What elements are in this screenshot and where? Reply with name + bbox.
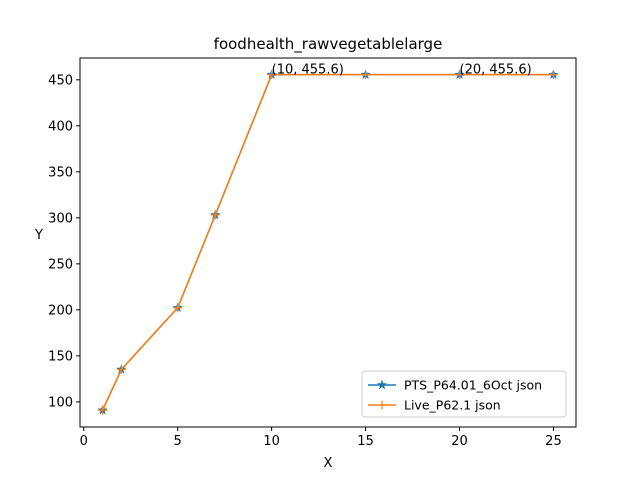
- chart-title: foodhealth_rawvegetablelarge: [214, 35, 443, 54]
- data-point: [361, 70, 370, 79]
- annotation-label: (20, 455.6): [460, 63, 532, 78]
- series-1: [98, 70, 558, 414]
- y-tick-label: 450: [48, 73, 73, 88]
- x-tick-label: 25: [545, 434, 562, 449]
- legend: PTS_P64.01_6Oct json Live_P62.1 json: [362, 371, 566, 417]
- y-tick-label: 300: [48, 211, 73, 226]
- x-axis-label: X: [324, 456, 333, 471]
- data-point: [98, 406, 107, 415]
- legend-label: PTS_P64.01_6Oct json: [404, 378, 542, 393]
- x-tick-label: 10: [263, 434, 280, 449]
- x-tick-label: 0: [80, 434, 88, 449]
- y-tick-label: 150: [48, 349, 73, 364]
- x-tick-label: 5: [174, 434, 182, 449]
- x-axis: 0 5 10 15 20 25: [80, 427, 562, 449]
- legend-label: Live_P62.1 json: [404, 398, 501, 413]
- x-tick-label: 15: [357, 434, 374, 449]
- y-axis-label: Y: [34, 228, 43, 243]
- y-tick-label: 250: [48, 257, 73, 272]
- series-line: [103, 75, 554, 411]
- y-axis: 100 150 200 250 300 350 400 450: [48, 73, 80, 410]
- y-tick-label: 100: [48, 395, 73, 410]
- y-tick-label: 200: [48, 303, 73, 318]
- x-tick-label: 20: [451, 434, 468, 449]
- y-tick-label: 350: [48, 165, 73, 180]
- annotation-label: (10, 455.6): [272, 63, 344, 78]
- data-point: [549, 70, 558, 79]
- series-2: [98, 70, 558, 415]
- data-point: [211, 210, 220, 219]
- y-tick-label: 400: [48, 119, 73, 134]
- series-line: [103, 75, 554, 411]
